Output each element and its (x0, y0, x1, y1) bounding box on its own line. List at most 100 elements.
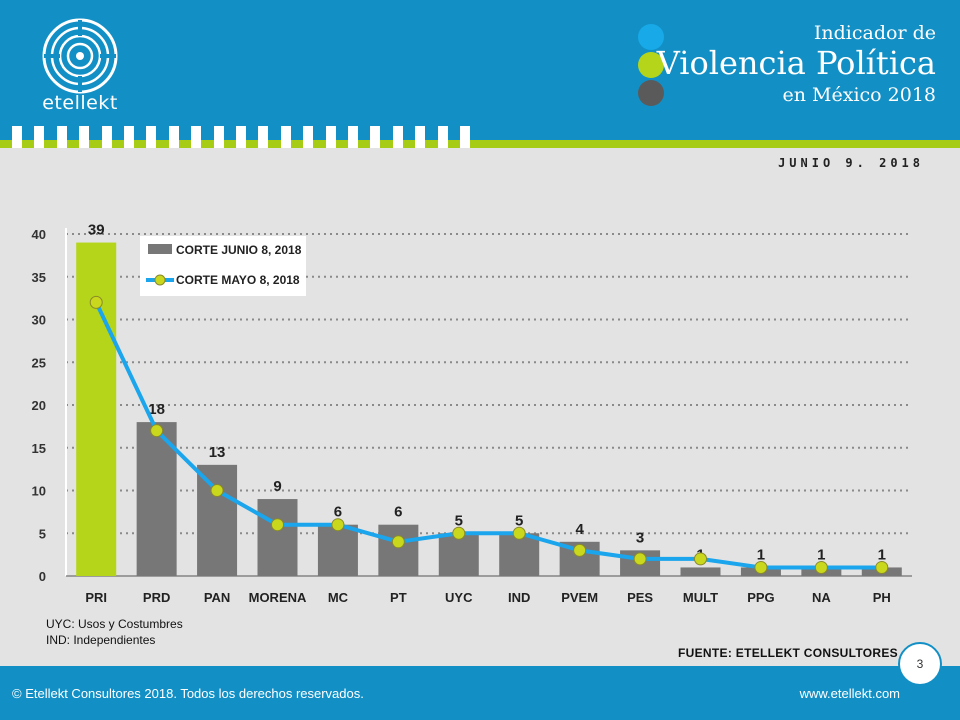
y-tick-label: 10 (32, 484, 46, 499)
footer-website-link[interactable]: www.etellekt.com (799, 686, 900, 701)
bar-data-label: 9 (273, 478, 281, 495)
etellekt-logo-icon (42, 18, 118, 94)
y-tick-label: 20 (32, 398, 46, 413)
y-tick-label: 40 (32, 227, 46, 242)
line-point (754, 560, 768, 574)
header-bar (124, 126, 134, 148)
bar-data-label: 39 (88, 222, 105, 239)
line-point (89, 295, 103, 309)
header-green-stripe (0, 140, 960, 148)
title-line-2: Violencia Política (656, 44, 936, 82)
line-point (814, 560, 828, 574)
line-point (150, 424, 164, 438)
legend-swatch-marker (154, 274, 166, 286)
header-bar (258, 126, 269, 148)
header-bar (415, 126, 426, 148)
bar-data-label: 4 (575, 521, 584, 538)
line-point (210, 484, 224, 497)
bar-data-label: 18 (148, 401, 165, 418)
bar (680, 567, 721, 576)
header-bar (370, 126, 381, 148)
header-bar (437, 126, 448, 148)
bar-data-label: 6 (394, 504, 402, 521)
bar-data-label: 1 (817, 546, 825, 563)
note-uyc: UYC: Usos y Costumbres (46, 617, 183, 631)
report-date: JUNIO 9. 2018 (778, 156, 924, 170)
x-tick-label: UYC (445, 590, 473, 605)
legend-label-line: CORTE MAYO 8, 2018 (176, 273, 300, 287)
bar-data-label: 6 (334, 504, 342, 521)
header-bar (236, 126, 246, 148)
y-tick-label: 0 (39, 569, 46, 584)
header-bar (392, 126, 403, 148)
x-tick-label: PPG (747, 590, 774, 605)
header-bar (168, 126, 179, 148)
line-point (391, 535, 405, 549)
header-dots (638, 24, 666, 106)
x-tick-label: PAN (204, 590, 230, 605)
y-tick-label: 5 (39, 526, 46, 541)
bar-data-label: 5 (455, 512, 463, 529)
header-decorative-bars (0, 126, 500, 148)
line-point (512, 526, 526, 540)
bar (378, 524, 419, 576)
footer-copyright: © Etellekt Consultores 2018. Todos los d… (12, 686, 364, 701)
line-point (694, 552, 707, 566)
line-point (271, 518, 284, 532)
title-line-3: en México 2018 (782, 84, 936, 106)
header-bar (348, 126, 358, 148)
header-banner (0, 0, 960, 140)
x-tick-label: PES (627, 590, 653, 605)
page-number-badge: 3 (898, 642, 942, 686)
header-bar (280, 126, 291, 148)
source-text: FUENTE: ETELLEKT CONSULTORES (678, 646, 898, 660)
bar (197, 464, 238, 576)
y-tick-label: 25 (32, 355, 46, 370)
header-bar (146, 126, 157, 148)
line-point (875, 560, 889, 574)
gray-dot-icon (638, 80, 664, 106)
x-tick-label: IND (508, 590, 530, 605)
bar (499, 533, 540, 576)
line-point (331, 518, 345, 532)
header-bar (460, 126, 470, 148)
x-tick-label: PT (390, 590, 407, 605)
note-ind: IND: Independientes (46, 633, 156, 647)
header-bar (303, 126, 314, 148)
bar (257, 499, 298, 576)
bar-data-label: 5 (515, 512, 523, 529)
bar-data-label: 1 (878, 546, 886, 563)
blue-dot-icon (638, 24, 664, 50)
header-bar (56, 126, 67, 148)
bar (76, 242, 117, 577)
bar (136, 422, 177, 576)
green-dot-icon (638, 52, 664, 78)
y-tick-label: 35 (32, 270, 46, 285)
title-line-1: Indicador de (813, 22, 936, 44)
x-tick-label: PH (873, 590, 891, 605)
bar-data-label: 13 (209, 444, 226, 461)
x-tick-label: PRI (85, 590, 107, 605)
header-bar (325, 126, 336, 148)
x-tick-label: MORENA (249, 590, 307, 605)
line-point (573, 543, 587, 557)
y-tick-label: 15 (32, 441, 46, 456)
legend-swatch-bar (148, 244, 172, 254)
chart-notes: UYC: Usos y Costumbres IND: Independient… (46, 616, 183, 648)
logo-text: etellekt (42, 92, 118, 114)
footer-bar (0, 666, 960, 720)
header-bar (79, 126, 90, 148)
header-bar (34, 126, 45, 148)
x-tick-label: PVEM (561, 590, 598, 605)
x-tick-label: NA (812, 590, 831, 605)
legend-label-bar: CORTE JUNIO 8, 2018 (176, 243, 302, 257)
bar-data-label: 1 (757, 546, 765, 563)
x-tick-label: MULT (683, 590, 718, 605)
bar (317, 524, 358, 576)
y-tick-label: 30 (32, 313, 46, 328)
header-bar (12, 126, 22, 148)
line-series (94, 301, 882, 570)
x-tick-label: PRD (143, 590, 170, 605)
line-point (633, 552, 647, 566)
